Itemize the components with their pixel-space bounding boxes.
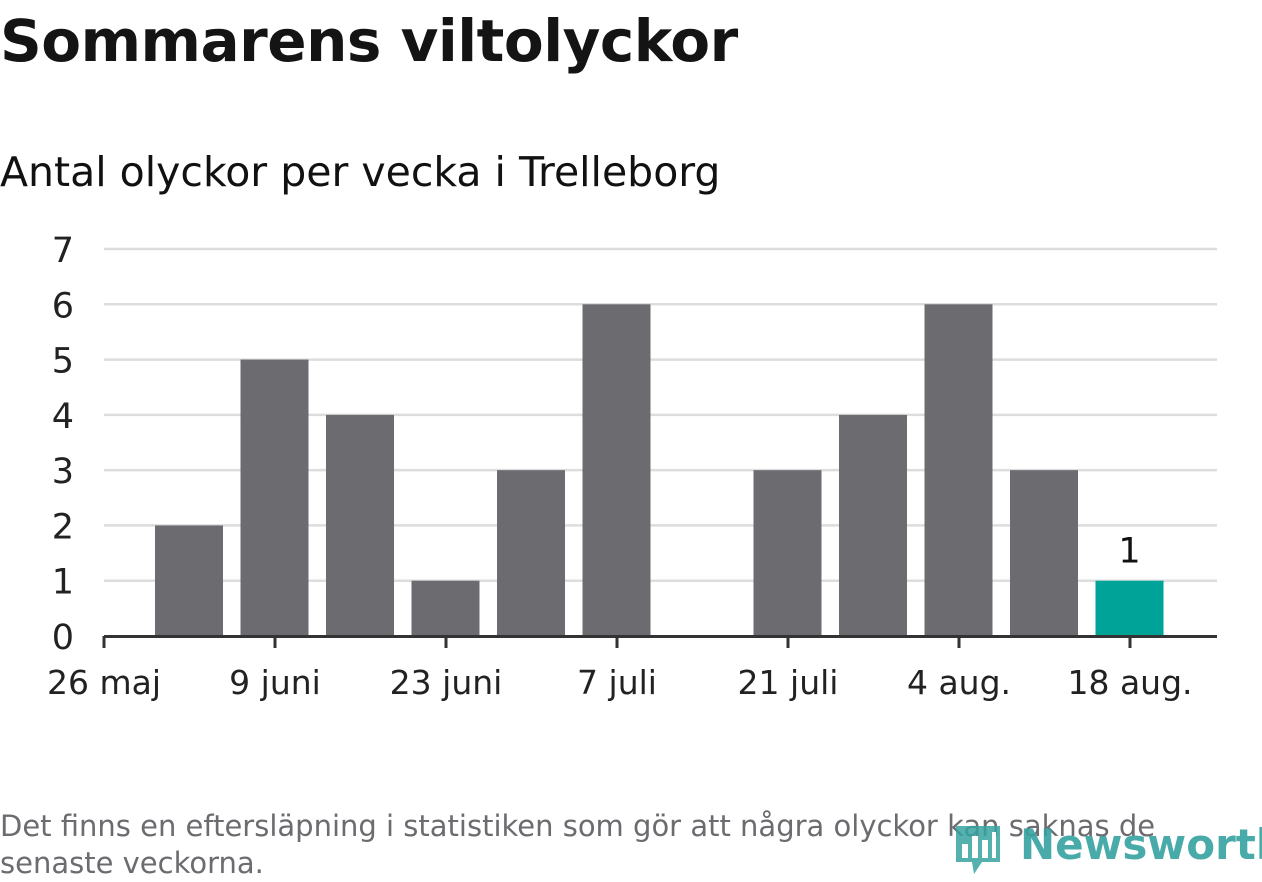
y-tick-label: 3 [52,452,74,492]
bar-highlight [1095,580,1164,636]
bar [1010,470,1078,636]
data-label: 1 [1118,532,1140,572]
y-axis-ticks: 0 1 2 3 4 5 6 7 [52,231,74,658]
bar [326,414,394,636]
y-tick-label: 7 [52,231,74,271]
bar [411,580,480,636]
bar-chart: 0 1 2 3 4 5 6 7 26 maj 9 juni 23 juni 7 juli 21 jul… [47,231,1217,702]
x-tick-label: 7 juli [577,663,657,702]
x-axis-ticks: 26 maj 9 juni 23 juni 7 juli 21 juli 4 aug. 18… [47,636,1193,702]
newsworthy-logo: Newsworthy [950,818,1262,878]
data-labels: 1 [1118,532,1140,572]
x-tick-label: 21 juli [738,663,839,702]
bar-chart-logo-icon [956,826,1000,874]
y-tick-label: 6 [52,286,74,326]
x-tick-label: 23 juni [390,663,503,702]
logo-text: Newsworthy [1020,820,1262,869]
y-tick-label: 0 [52,618,74,658]
y-tick-label: 1 [52,563,74,603]
chart-title: Sommarens viltolyckor [0,7,738,75]
bar [240,359,309,636]
y-tick-label: 5 [52,342,74,382]
bar [155,525,223,636]
x-tick-label: 18 aug. [1067,663,1192,702]
x-tick-label: 4 aug. [907,663,1011,702]
y-tick-label: 2 [52,507,74,547]
x-tick-label: 26 maj [47,663,161,702]
bar [582,304,651,636]
bar [839,414,907,636]
x-tick-label: 9 juni [229,663,321,702]
bar [924,304,993,636]
bar [497,470,565,636]
chart-subtitle: Antal olyckor per vecka i Trelleborg [0,148,721,196]
bars [155,304,1164,636]
bar [753,470,822,636]
y-tick-label: 4 [52,397,74,437]
